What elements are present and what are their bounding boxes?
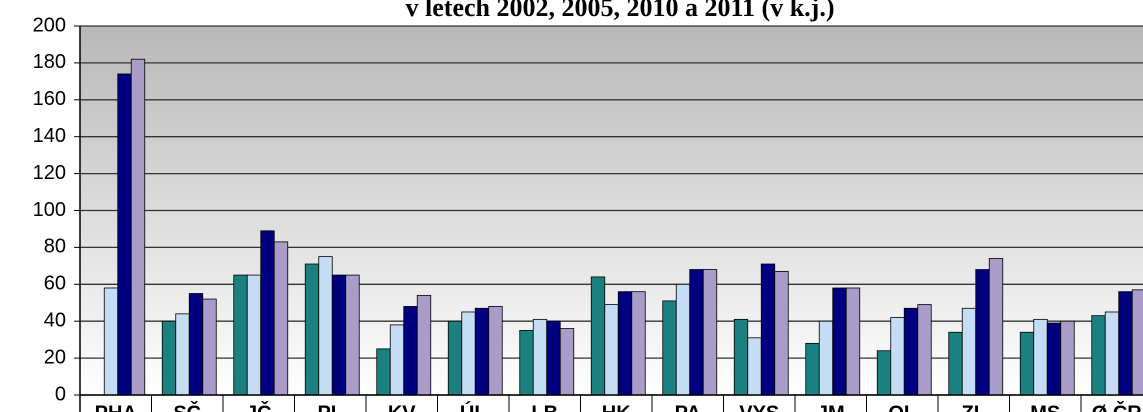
bar [760, 263, 776, 396]
bar [617, 291, 633, 396]
bar [890, 317, 905, 396]
x-tick-label: OL [888, 402, 916, 412]
bar [559, 328, 575, 396]
bar [202, 298, 217, 396]
bar [1104, 311, 1120, 396]
x-tick-label: PA [675, 402, 701, 412]
y-tick-label: 200 [33, 14, 66, 36]
bar [318, 256, 333, 396]
bar [975, 269, 990, 396]
y-tick-label: 160 [33, 88, 66, 110]
bar [903, 307, 919, 396]
chart-title: v letech 2002, 2005, 2010 a 2011 (v k.j.… [406, 0, 835, 22]
bar [675, 283, 691, 396]
bar [488, 306, 503, 396]
y-tick-label: 180 [33, 51, 66, 73]
x-tick-label: LB [531, 402, 558, 412]
bar [1046, 322, 1062, 396]
bar [845, 287, 861, 396]
y-tick-label: 80 [44, 236, 66, 258]
x-tick-label: JČ [246, 400, 272, 412]
x-tick-label: HK [602, 402, 631, 412]
bar [103, 287, 119, 396]
bar [747, 337, 762, 396]
x-tick-label: VYS [739, 402, 779, 412]
bar [519, 330, 534, 396]
bar [917, 304, 932, 396]
bar [416, 294, 432, 396]
bar [376, 348, 391, 396]
x-tick-label: MS [1030, 402, 1060, 412]
y-tick-label: 0 [55, 383, 66, 405]
bar [689, 269, 704, 396]
x-tick-label: ÚL [460, 400, 487, 412]
bar [604, 304, 619, 396]
bar [662, 300, 677, 396]
bar [188, 293, 204, 396]
bar [273, 241, 289, 396]
bar [876, 350, 892, 396]
bar [832, 287, 847, 396]
bar [1060, 320, 1075, 396]
bar [1091, 315, 1106, 396]
bar [774, 270, 789, 396]
y-tick-label: 40 [44, 309, 66, 331]
bar [590, 276, 606, 396]
bar [702, 269, 718, 396]
bar [304, 263, 320, 396]
bar [532, 318, 548, 396]
bar [631, 291, 646, 396]
bar [389, 324, 405, 396]
bar [1118, 291, 1133, 396]
x-tick-label: SČ [173, 400, 201, 412]
y-tick-label: 140 [33, 125, 66, 147]
bar [948, 331, 963, 396]
x-tick-label: ZL [962, 402, 986, 412]
bar [988, 258, 1004, 396]
bar [161, 320, 177, 396]
bar [233, 274, 248, 396]
bar [1019, 331, 1035, 396]
x-tick-label: JM [817, 402, 845, 412]
bar [117, 73, 132, 396]
y-tick-label: 60 [44, 273, 66, 295]
bar [403, 306, 418, 396]
bar [130, 58, 146, 396]
y-tick-label: 120 [33, 162, 66, 184]
bar [961, 307, 977, 396]
bar [260, 230, 275, 396]
x-tick-label: Ø ČR [1092, 400, 1143, 412]
bar [805, 342, 820, 396]
bar [461, 311, 476, 396]
bar [733, 318, 749, 396]
y-tick-label: 100 [33, 199, 66, 221]
bar [345, 274, 360, 396]
bar [175, 313, 190, 396]
bar [818, 320, 834, 396]
bar [246, 274, 262, 396]
bar [546, 320, 561, 396]
x-tick-label: KV [388, 402, 416, 412]
bar [1033, 318, 1048, 396]
y-tick-label: 20 [44, 346, 66, 368]
bar [447, 320, 463, 396]
bar [474, 307, 490, 396]
x-tick-label: PHA [95, 402, 137, 412]
bar [331, 274, 347, 396]
x-tick-label: PL [317, 402, 343, 412]
bar [1131, 289, 1143, 396]
